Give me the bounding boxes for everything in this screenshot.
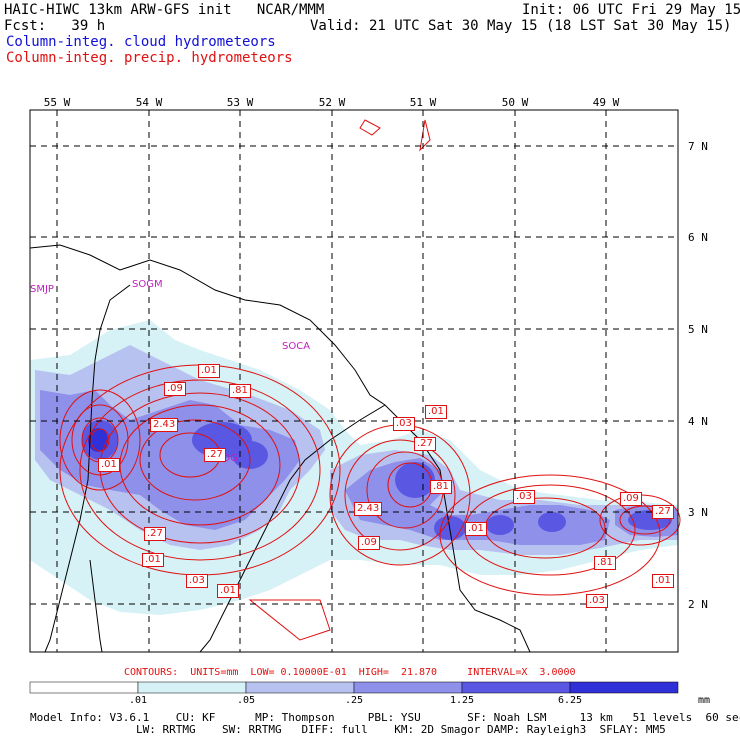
coastline [29, 244, 531, 653]
contour-value-label: .03 [393, 417, 415, 431]
colorbar-tick: .25 [344, 695, 364, 706]
colorbar-segment [353, 681, 463, 694]
colorbar-segment [137, 681, 247, 694]
precip-contour [344, 439, 456, 551]
lat-label: 3 N [688, 506, 708, 519]
lon-label: 51 W [409, 96, 437, 109]
contour-value-label: .01 [652, 574, 674, 588]
contour-value-label: 2.43 [150, 418, 179, 432]
lon-label: 53 W [226, 96, 254, 109]
colorbar-segment [245, 681, 355, 694]
station-label: SMJP [30, 284, 54, 295]
precip-contour [79, 379, 321, 561]
cloud-core [486, 515, 514, 535]
colorbar-tick: .01 [128, 695, 148, 706]
contour-value-label: .27 [414, 437, 436, 451]
colorbar [29, 681, 679, 694]
coastlines [29, 244, 531, 653]
border [199, 404, 386, 653]
contour-value-label: .81 [229, 384, 251, 398]
precip-contour [439, 474, 661, 596]
colorbar-segment [29, 681, 139, 694]
contour-info: CONTOURS: UNITS=mm LOW= 0.10000E-01 HIGH… [124, 667, 576, 678]
init-time: Init: 06 UTC Fri 29 May 15 [522, 2, 740, 18]
precip-contour [139, 419, 251, 501]
map-frame [29, 109, 679, 653]
lon-label: 54 W [135, 96, 163, 109]
contour-value-label: .01 [217, 584, 239, 598]
model-info-line2: LW: RRTMG SW: RRTMG DIFF: full KM: 2D Sm… [30, 723, 666, 736]
contour-value-label: .03 [586, 594, 608, 608]
colorbar-segment [569, 681, 679, 694]
contour-value-label: .81 [430, 480, 452, 494]
lon-label: 50 W [501, 96, 529, 109]
station-label: SOGM [132, 279, 163, 290]
precip-contour [619, 505, 671, 535]
colorbar-segment [461, 681, 571, 694]
cloud-shading [30, 320, 678, 615]
border [44, 284, 131, 653]
contour-value-label: .01 [98, 458, 120, 472]
lat-label: 2 N [688, 598, 708, 611]
valid-time: Valid: 21 UTC Sat 30 May 15 (18 LST Sat … [310, 18, 732, 34]
contour-value-label: .27 [652, 505, 674, 519]
contour-value-label: .09 [164, 382, 186, 396]
contour-value-label: .03 [186, 574, 208, 588]
cloud-core [538, 512, 566, 532]
contour-value-label: .01 [198, 364, 220, 378]
precip-contour [248, 599, 331, 641]
station-label: SOCA [282, 341, 311, 352]
colorbar-tick: 1.25 [449, 695, 475, 706]
lat-label: 6 N [688, 231, 708, 244]
forecast-hour: Fcst: 39 h [4, 18, 106, 34]
lon-label: 55 W [43, 96, 71, 109]
lat-label: 5 N [688, 323, 708, 336]
contour-value-label: .27 [204, 448, 226, 462]
precip-contour [71, 404, 129, 476]
contour-value-label: 2.43 [354, 502, 383, 516]
contour-value-label: .01 [142, 553, 164, 567]
precip-contour [90, 428, 110, 452]
lat-label: 4 N [688, 415, 708, 428]
field-precip-label: Column-integ. precip. hydrometeors [6, 50, 293, 66]
contour-value-label: .27 [144, 527, 166, 541]
cloud-core [395, 462, 435, 498]
lat-label: 7 N [688, 140, 708, 153]
precip-contour [359, 119, 381, 136]
colorbar-tick: 6.25 [557, 695, 583, 706]
contour-value-label: .09 [620, 492, 642, 506]
lon-label: 49 W [592, 96, 620, 109]
contour-value-label: .01 [425, 405, 447, 419]
contour-value-label: .81 [594, 556, 616, 570]
model-info-line1: Model Info: V3.6.1 CU: KF MP: Thompson P… [30, 711, 740, 724]
contour-value-label: .09 [358, 536, 380, 550]
contour-value-label: .03 [513, 490, 535, 504]
field-cloud-label: Column-integ. cloud hydrometeors [6, 34, 276, 50]
lon-label: 52 W [318, 96, 346, 109]
precip-contour [59, 389, 141, 491]
colorbar-tick: .05 [236, 695, 256, 706]
border [89, 559, 103, 653]
colorbar-unit: mm [698, 695, 711, 706]
graticule [30, 110, 678, 652]
model-title: HAIC-HIWC 13km ARW-GFS init NCAR/MMM [4, 2, 325, 18]
contour-value-label: .01 [465, 522, 487, 536]
